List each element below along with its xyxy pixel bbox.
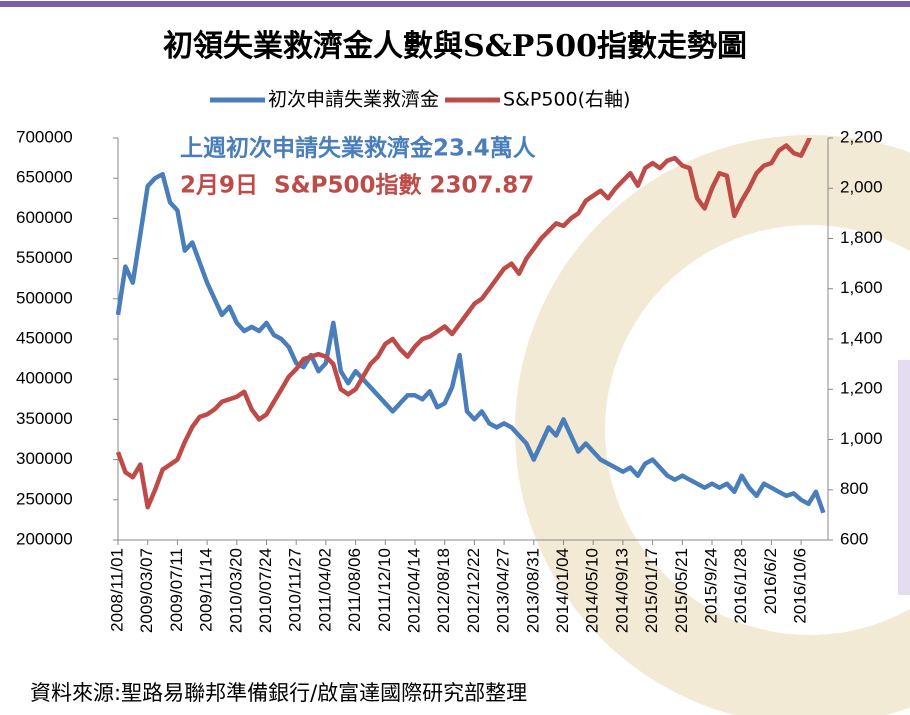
x-tick-label: 2016/10/6 <box>791 548 810 624</box>
x-tick-label: 2011/04/02 <box>315 548 334 632</box>
x-tick-label: 2010/07/24 <box>256 548 275 633</box>
decor-bar <box>898 360 910 595</box>
x-tick-label: 2016/1/28 <box>731 548 750 624</box>
x-tick-label: 2010/11/27 <box>286 548 305 632</box>
y-tick-label: 200000 <box>16 529 73 548</box>
series-line <box>115 171 826 514</box>
y-tick-label: 550000 <box>16 248 73 267</box>
x-tick-label: 2012/08/18 <box>434 548 453 633</box>
x-tick-label: 2014/05/10 <box>583 548 602 633</box>
x-tick-label: 2009/03/07 <box>137 548 156 633</box>
x-tick-label: 2015/9/24 <box>701 548 720 624</box>
legend: 初次申請失業救濟金 S&P500(右軸) <box>210 89 630 111</box>
y-tick-label: 700000 <box>16 127 73 146</box>
x-tick-label: 2014/09/13 <box>612 548 631 633</box>
legend-label: S&P500(右軸) <box>503 89 630 111</box>
x-tick-label: 2012/04/14 <box>404 548 423 633</box>
y2-tick-label: 2,000 <box>840 178 883 197</box>
y2-tick-label: 1,600 <box>840 278 883 297</box>
x-tick-label: 2015/05/21 <box>672 548 691 633</box>
x-tick-label: 2008/11/01 <box>107 548 126 632</box>
annotation: 2月9日 S&P500指數 2307.87 <box>180 173 534 199</box>
x-tick-label: 2013/04/27 <box>494 548 513 633</box>
y-tick-label: 600000 <box>16 208 73 227</box>
series-line <box>115 138 812 510</box>
x-tick-label: 2011/12/10 <box>375 548 394 632</box>
y2-tick-label: 1,800 <box>840 228 883 247</box>
x-tick-label: 2009/07/11 <box>167 548 186 632</box>
y2-tick-label: 600 <box>840 529 868 548</box>
y-tick-label: 400000 <box>16 369 73 388</box>
annotation: 上週初次申請失業救濟金23.4萬人 <box>180 135 537 162</box>
x-tick-label: 2011/08/06 <box>345 548 364 632</box>
x-tick-label: 2013/08/31 <box>523 548 542 633</box>
chart-title: 初領失業救濟金人數與S&P500指數走勢圖 <box>163 29 747 64</box>
x-tick-label: 2016/6/2 <box>761 548 780 614</box>
y2-tick-label: 1,000 <box>840 429 883 448</box>
x-tick-label: 2015/01/17 <box>642 548 661 633</box>
legend-label: 初次申請失業救濟金 <box>268 89 439 111</box>
source-note: 資料來源:聖路易聯邦準備銀行/啟富達國際研究部整理 <box>30 681 527 705</box>
y-tick-label: 500000 <box>16 288 73 307</box>
y2-tick-label: 1,200 <box>840 379 883 398</box>
y-tick-label: 300000 <box>16 449 73 468</box>
x-tick-label: 2009/11/14 <box>197 548 216 632</box>
x-tick-label: 2010/03/20 <box>226 548 245 633</box>
y-tick-label: 450000 <box>16 328 73 347</box>
y2-tick-label: 2,200 <box>840 127 883 146</box>
x-tick-label: 2012/12/22 <box>464 548 483 633</box>
y-tick-label: 250000 <box>16 489 73 508</box>
y-tick-label: 650000 <box>16 168 73 187</box>
y2-tick-label: 800 <box>840 479 868 498</box>
x-tick-label: 2014/01/04 <box>553 548 572 633</box>
y-tick-label: 350000 <box>16 409 73 428</box>
y2-tick-label: 1,400 <box>840 328 883 347</box>
